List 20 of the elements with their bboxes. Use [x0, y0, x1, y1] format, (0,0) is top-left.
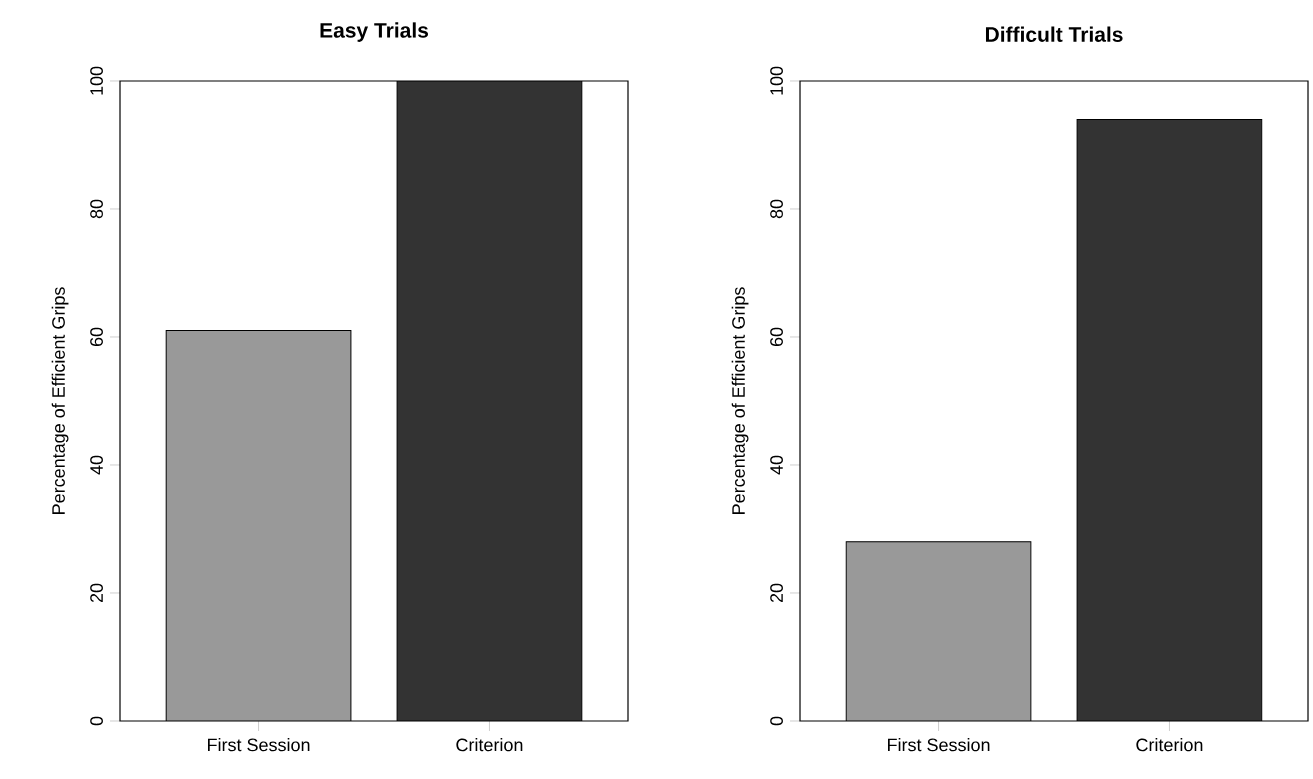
y-tick-label: 40 — [770, 455, 783, 475]
x-tick-label: First Session — [208, 738, 310, 752]
x-tick-label: First Session — [888, 738, 990, 752]
y-tick-label: 20 — [90, 583, 103, 603]
chart-title: Difficult Trials — [985, 26, 1123, 42]
x-tick-label: Criterion — [1136, 738, 1203, 752]
y-tick-label: 20 — [770, 583, 783, 603]
y-tick-label: 60 — [770, 327, 783, 347]
y-tick-label: 0 — [90, 716, 103, 726]
y-axis-title: Percentage of Efficient Grips — [731, 287, 749, 514]
y-tick-label: 80 — [770, 199, 783, 219]
y-tick-label: 40 — [90, 455, 103, 475]
y-tick-label: 80 — [90, 199, 103, 219]
x-tick-label: Criterion — [456, 738, 523, 752]
y-tick-label: 0 — [770, 716, 783, 726]
y-tick-label: 100 — [770, 66, 783, 95]
y-tick-label: 60 — [90, 327, 103, 347]
y-tick-label: 100 — [90, 66, 103, 95]
chart-title: Easy Trials — [320, 22, 429, 42]
y-axis-title: Percentage of Efficient Grips — [51, 287, 69, 514]
